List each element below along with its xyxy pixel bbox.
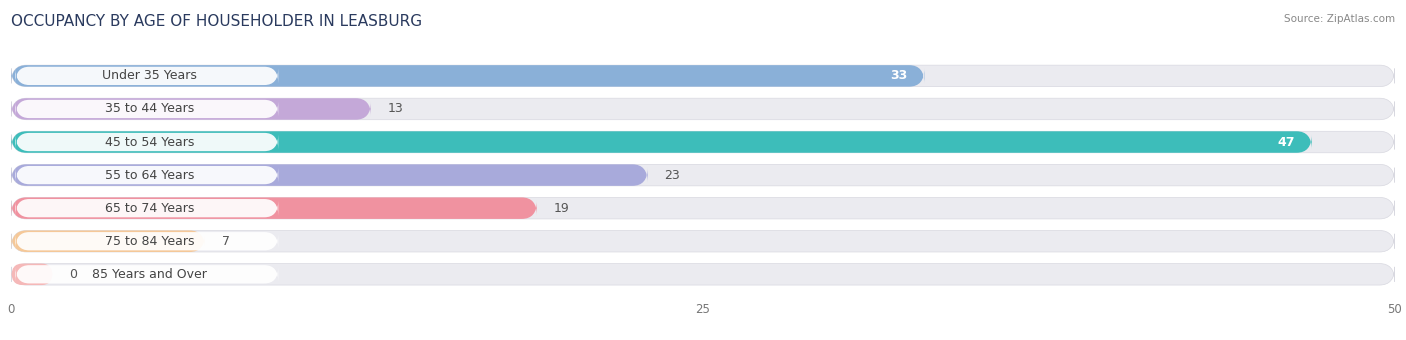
Text: 55 to 64 Years: 55 to 64 Years	[105, 169, 194, 182]
Text: 47: 47	[1278, 136, 1295, 149]
Text: 23: 23	[664, 169, 681, 182]
FancyBboxPatch shape	[15, 100, 278, 118]
FancyBboxPatch shape	[11, 164, 1395, 186]
Text: 35 to 44 Years: 35 to 44 Years	[105, 102, 194, 116]
Text: Under 35 Years: Under 35 Years	[103, 69, 197, 82]
FancyBboxPatch shape	[11, 198, 537, 219]
FancyBboxPatch shape	[11, 131, 1312, 153]
FancyBboxPatch shape	[11, 98, 1395, 120]
FancyBboxPatch shape	[11, 264, 1395, 285]
FancyBboxPatch shape	[11, 264, 53, 285]
FancyBboxPatch shape	[15, 166, 278, 184]
FancyBboxPatch shape	[15, 199, 278, 217]
Text: Source: ZipAtlas.com: Source: ZipAtlas.com	[1284, 14, 1395, 23]
Text: 85 Years and Over: 85 Years and Over	[93, 268, 207, 281]
FancyBboxPatch shape	[15, 232, 278, 250]
Text: 7: 7	[222, 235, 229, 248]
FancyBboxPatch shape	[11, 164, 648, 186]
Text: 75 to 84 Years: 75 to 84 Years	[105, 235, 194, 248]
FancyBboxPatch shape	[11, 65, 924, 87]
FancyBboxPatch shape	[15, 67, 278, 85]
FancyBboxPatch shape	[11, 231, 1395, 252]
Text: 45 to 54 Years: 45 to 54 Years	[105, 136, 194, 149]
FancyBboxPatch shape	[11, 198, 1395, 219]
FancyBboxPatch shape	[15, 133, 278, 151]
Text: 65 to 74 Years: 65 to 74 Years	[105, 202, 194, 215]
FancyBboxPatch shape	[11, 131, 1395, 153]
FancyBboxPatch shape	[11, 98, 371, 120]
Text: 33: 33	[890, 69, 908, 82]
Text: OCCUPANCY BY AGE OF HOUSEHOLDER IN LEASBURG: OCCUPANCY BY AGE OF HOUSEHOLDER IN LEASB…	[11, 14, 422, 29]
FancyBboxPatch shape	[11, 65, 1395, 87]
Text: 13: 13	[388, 102, 404, 116]
FancyBboxPatch shape	[15, 265, 278, 284]
FancyBboxPatch shape	[11, 231, 205, 252]
Text: 19: 19	[554, 202, 569, 215]
Text: 0: 0	[69, 268, 77, 281]
